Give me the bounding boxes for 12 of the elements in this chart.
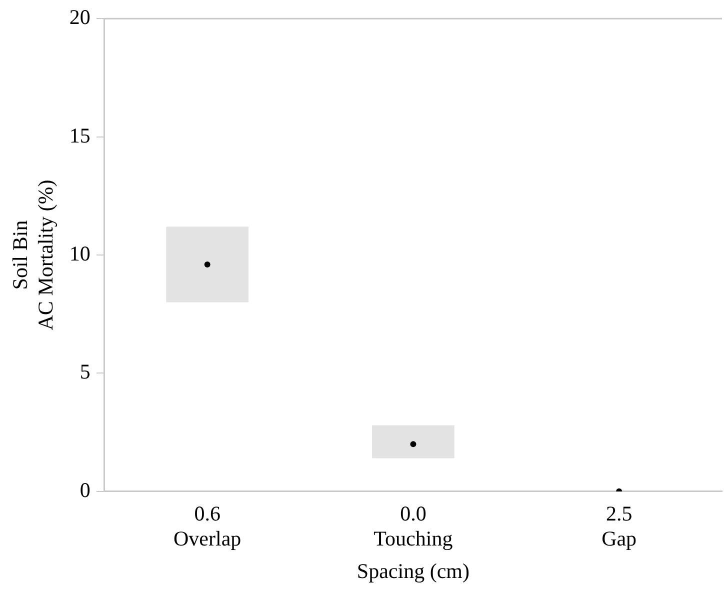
y-tick-label: 5	[80, 360, 90, 384]
x-tick-label: 2.5 Gap	[602, 502, 637, 551]
y-tick-label: 20	[69, 5, 90, 30]
x-tick-label: 0.0 Touching	[374, 502, 454, 551]
y-tick-label: 15	[69, 123, 90, 148]
x-tick-label: 0.6 Overlap	[174, 502, 242, 551]
y-tick-label: 10	[69, 242, 90, 266]
y-axis-title: Soil Bin AC Mortality (%)	[8, 180, 58, 330]
x-axis-title: Spacing (cm)	[356, 558, 470, 583]
point	[410, 441, 416, 448]
y-tick-label: 0	[80, 478, 90, 502]
point	[204, 261, 210, 268]
